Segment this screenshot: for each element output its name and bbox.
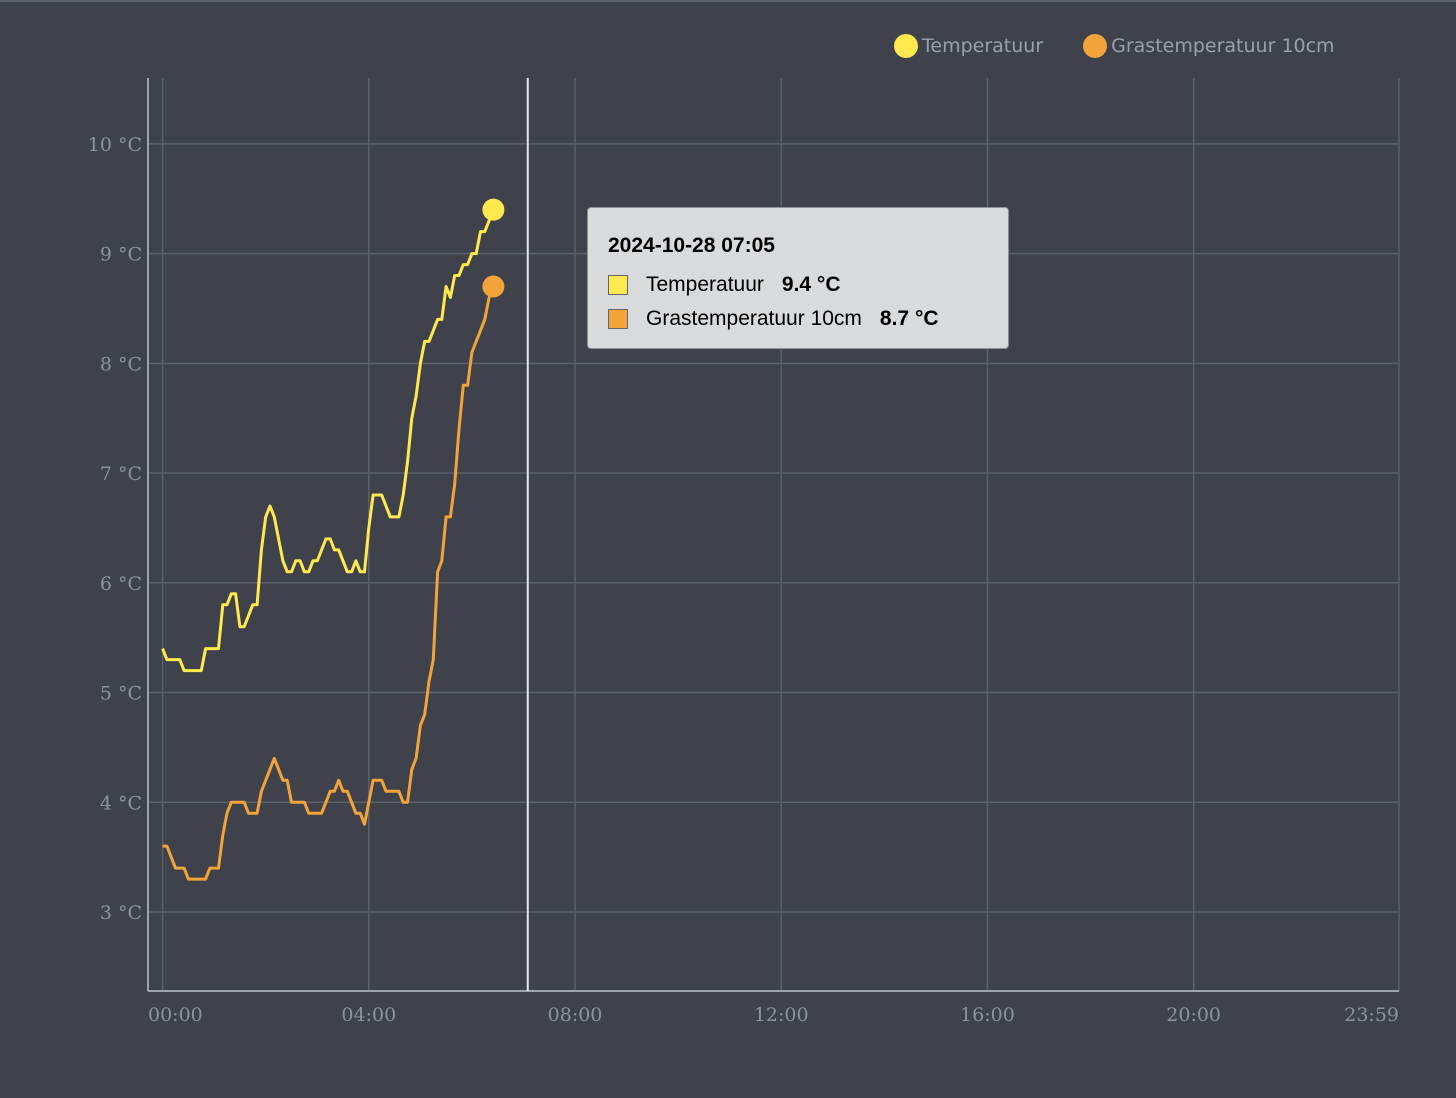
y-tick-label: 6 °C — [100, 573, 142, 595]
x-tick-label: 12:00 — [754, 1004, 809, 1026]
x-tick-label: 16:00 — [960, 1004, 1015, 1026]
chart-series — [161, 209, 495, 881]
tooltip-swatch-icon — [608, 309, 628, 329]
tooltip-row-temperatuur: Temperatuur 9.4 °C — [608, 268, 988, 302]
legend-item-grastemperatuur[interactable]: Grastemperatuur 10cm — [1083, 34, 1335, 58]
tooltip-label: Grastemperatuur 10cm — [646, 307, 862, 330]
y-tick-label: 3 °C — [100, 902, 142, 924]
y-tick-label: 8 °C — [100, 353, 142, 375]
tooltip-row-grastemperatuur: Grastemperatuur 10cm 8.7 °C — [608, 302, 988, 336]
series-line-1 — [162, 285, 495, 881]
legend-dot-icon — [894, 34, 918, 58]
hover-tooltip: 2024-10-28 07:05 Temperatuur 9.4 °C Gras… — [587, 207, 1009, 349]
legend-label: Temperatuur — [922, 35, 1044, 57]
tooltip-label: Temperatuur — [646, 273, 764, 296]
x-tick-label: 04:00 — [341, 1004, 396, 1026]
legend-dot-icon — [1083, 34, 1108, 58]
y-axis-ticks: 3 °C 4 °C 5 °C 6 °C 7 °C 8 °C 9 °C 10 °C — [88, 134, 142, 924]
tooltip-title: 2024-10-28 07:05 — [608, 234, 775, 257]
legend-item-temperatuur[interactable]: Temperatuur — [894, 34, 1043, 58]
y-tick-label: 10 °C — [88, 134, 142, 156]
tooltip-value: 9.4 °C — [781, 273, 841, 296]
hover-point-0 — [482, 198, 505, 221]
x-axis-ticks: 00:00 04:00 08:00 12:00 16:00 20:00 23:59 — [148, 1004, 1399, 1026]
y-tick-label: 5 °C — [100, 683, 142, 705]
chart-legend: Temperatuur Grastemperatuur 10cm — [894, 34, 1375, 58]
x-tick-label: 23:59 — [1344, 1004, 1399, 1026]
chart-axes — [147, 78, 1399, 992]
y-tick-label: 9 °C — [100, 244, 142, 266]
x-tick-label: 08:00 — [548, 1004, 603, 1026]
series-line-0 — [161, 209, 495, 673]
tooltip-swatch-icon — [608, 275, 628, 295]
x-tick-label: 20:00 — [1166, 1004, 1221, 1026]
x-tick-label: 00:00 — [148, 1004, 203, 1026]
top-border — [0, 0, 1456, 2]
y-tick-label: 7 °C — [100, 463, 142, 485]
tooltip-value: 8.7 °C — [879, 307, 939, 330]
legend-label: Grastemperatuur 10cm — [1111, 35, 1335, 57]
hover-point-1 — [482, 275, 505, 298]
hover-markers — [482, 198, 505, 298]
y-tick-label: 4 °C — [100, 792, 142, 814]
